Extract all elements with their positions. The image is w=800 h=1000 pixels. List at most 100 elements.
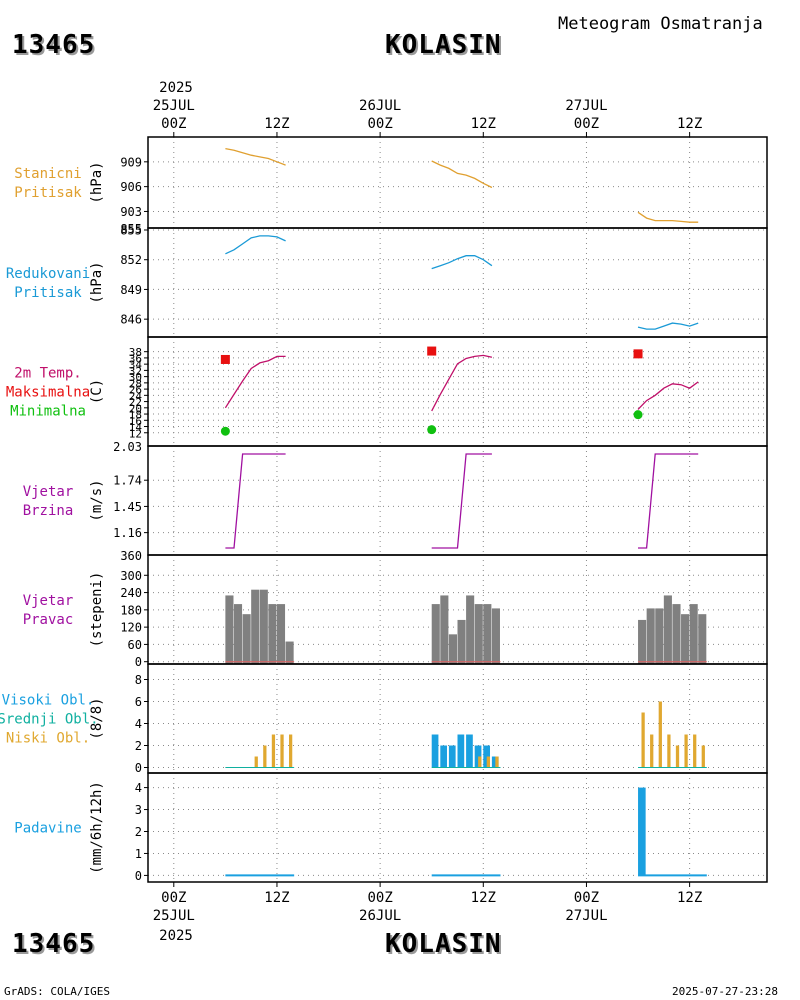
- wind-speed-series-line: [225, 453, 286, 549]
- reduced-pressure-panel: [144, 227, 768, 338]
- station-pressure-ytick-label: 903: [120, 205, 142, 219]
- wind-direction-bar: [251, 589, 260, 664]
- temperature-ytick-label: 12: [129, 427, 142, 440]
- precipitation-ytick-label: 1: [135, 847, 142, 861]
- precipitation-title-0: Padavine: [14, 821, 81, 837]
- station-pressure-series-line: [637, 211, 699, 223]
- bottom-time-label: 12Z: [264, 890, 289, 906]
- cloud-cover-ytick-label: 2: [135, 739, 142, 753]
- temperature-plot: [220, 346, 699, 436]
- low-cloud-bar: [263, 745, 267, 768]
- temperature-ytick-label: 34: [129, 359, 143, 372]
- wind-direction-ytick-label: 120: [120, 621, 142, 635]
- station-pressure-plot: [225, 147, 699, 223]
- wind-direction-bar: [655, 608, 664, 664]
- wind-direction-bar: [483, 604, 492, 664]
- reduced-pressure-title-1: Pritisak: [14, 285, 82, 301]
- wind-speed-ylabel: (m/s): [89, 479, 105, 521]
- wind-direction-bar: [440, 595, 449, 664]
- temperature-ytick-label: 38: [129, 346, 142, 359]
- reduced-pressure-series-line: [637, 322, 699, 330]
- precipitation-bar: [638, 787, 646, 876]
- wind-direction-panel: [144, 554, 768, 665]
- wind-speed-series-line: [638, 453, 699, 549]
- bottom-date-label: 25JUL: [153, 908, 195, 924]
- tmax-marker: [220, 354, 230, 364]
- reduced-pressure-ytick-label: 852: [120, 253, 142, 267]
- temperature-frame: [147, 336, 768, 447]
- wind-direction-bar: [646, 608, 655, 664]
- station-name-top: KOLASIN: [385, 30, 502, 60]
- temperature-title-1: Maksimalna: [6, 385, 90, 401]
- wind-direction-ytick-label: 180: [120, 603, 142, 617]
- temperature-ytick-label: 24: [129, 390, 143, 403]
- temperature-ytick-label: 22: [129, 396, 142, 409]
- bottom-time-label: 00Z: [161, 890, 186, 906]
- wind-direction-bar: [225, 595, 234, 664]
- temperature-ylabel: (C): [89, 379, 105, 404]
- cloud-cover-title-0: Visoki Obl.: [2, 693, 95, 709]
- wind-direction-plot: [225, 589, 707, 664]
- cloud-cover-panel: [144, 663, 768, 774]
- precipitation-frame: [147, 772, 768, 883]
- station-pressure-panel: [144, 136, 768, 229]
- bottom-date-label: 26JUL: [359, 908, 401, 924]
- wind-direction-ytick-label: 0: [135, 655, 142, 669]
- reduced-pressure-plot: [225, 235, 699, 330]
- tmax-marker: [633, 349, 643, 359]
- bottom-time-label: 12Z: [471, 890, 496, 906]
- credit-text: GrADS: COLA/IGES: [4, 985, 110, 998]
- station-pressure-ylabel: (hPa): [89, 161, 105, 203]
- low-cloud-bar: [486, 756, 490, 768]
- reduced-pressure-top-label: 855: [120, 222, 142, 236]
- wind-speed-ytick-label: 1.16: [113, 526, 142, 540]
- timestamp-text: 2025-07-27-23:28: [672, 985, 778, 998]
- low-cloud-bar: [684, 734, 688, 768]
- temperature-title-0: 2m Temp.: [14, 366, 81, 382]
- temperature-panel: [144, 336, 768, 447]
- temperature-ytick-label: 16: [129, 415, 142, 428]
- low-cloud-bar: [271, 734, 276, 768]
- wind-direction-ytick-label: 300: [120, 569, 142, 583]
- tmin-marker: [427, 425, 437, 435]
- temperature-ytick-label: 30: [129, 371, 142, 384]
- wind-speed-title-1: Brzina: [23, 503, 74, 519]
- precipitation-ytick-label: 4: [135, 781, 142, 795]
- reduced-pressure-ytick-label: 849: [120, 283, 142, 297]
- temperature-ytick-label: 36: [129, 352, 142, 365]
- wind-speed-frame: [147, 445, 768, 556]
- wind-speed-ytick-label: 1.74: [113, 474, 142, 488]
- top-time-label: 00Z: [574, 116, 599, 132]
- high-cloud-bar: [483, 745, 490, 768]
- precipitation-ytick-label: 2: [135, 825, 142, 839]
- low-cloud-bar: [288, 734, 293, 768]
- wind-direction-ytick-label: 60: [128, 638, 142, 652]
- reduced-pressure-series-line: [225, 235, 286, 255]
- low-cloud-bar: [478, 756, 482, 768]
- reduced-pressure-ytick-label: 846: [120, 313, 142, 327]
- wind-direction-bar: [672, 604, 681, 664]
- wind-direction-bar: [268, 604, 277, 664]
- high-cloud-bar: [440, 745, 448, 768]
- bottom-time-label: 12Z: [677, 890, 702, 906]
- bottom-time-label: 00Z: [367, 890, 392, 906]
- cloud-cover-title-1: Srednji Obl.: [0, 712, 99, 728]
- station-name-bottom: KOLASIN: [385, 929, 502, 959]
- wind-direction-title-1: Pravac: [23, 612, 74, 628]
- station-pressure-ytick-label: 909: [120, 155, 142, 169]
- tmin-marker: [220, 426, 230, 436]
- wind-direction-bar: [638, 619, 647, 664]
- wind-direction-bar: [663, 595, 672, 664]
- precipitation-ytick-label: 3: [135, 803, 142, 817]
- wind-speed-panel: [144, 445, 768, 556]
- temperature-title-2: Minimalna: [10, 404, 86, 420]
- low-cloud-bar: [667, 734, 671, 768]
- tmin-marker: [633, 410, 643, 420]
- wind-direction-bar: [698, 614, 707, 664]
- low-cloud-bar: [650, 734, 654, 768]
- reduced-pressure-series-line: [431, 255, 493, 270]
- temperature-ytick-label: 28: [129, 377, 142, 390]
- wind-direction-ytick-label: 240: [120, 586, 142, 600]
- bottom-time-label: 00Z: [574, 890, 599, 906]
